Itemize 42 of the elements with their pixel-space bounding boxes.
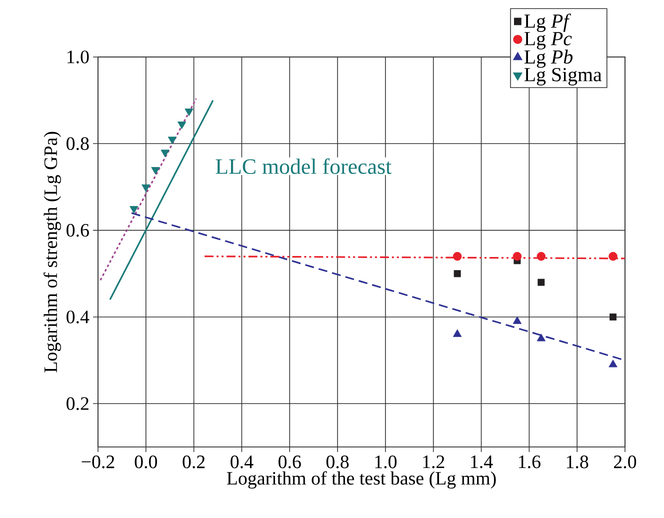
point — [610, 314, 617, 320]
x-tick-label: 1.2 — [423, 455, 444, 468]
point — [160, 150, 170, 158]
y-axis-title: Logarithm of strength (Lg GPa) — [44, 132, 61, 372]
point — [512, 316, 522, 324]
point — [452, 329, 462, 337]
point — [151, 167, 160, 175]
x-tick-label: −0.2 — [82, 455, 114, 468]
y-tick-label: 1.0 — [68, 50, 89, 64]
x-tick-label: 1.4 — [471, 456, 493, 468]
x-tick-label: 1.0 — [375, 455, 397, 468]
x-tick-label: 1.6 — [519, 455, 540, 468]
x-tick-label: 1.8 — [566, 455, 588, 468]
point — [454, 270, 461, 278]
point — [536, 252, 546, 261]
point — [142, 184, 150, 192]
x-axis-title: Logarithm of the test base (Lg mm) — [226, 471, 496, 489]
point — [538, 278, 545, 286]
legend-label: Lg Sigma — [524, 68, 602, 86]
point — [178, 122, 186, 130]
point — [452, 252, 462, 261]
point — [168, 136, 177, 144]
point — [536, 334, 546, 342]
x-tick-label: 0.2 — [182, 455, 205, 468]
legend-label: Lg Pf — [524, 14, 571, 32]
x-tick-label: 0.0 — [134, 455, 158, 468]
x-tick-label: 0.6 — [278, 455, 301, 468]
x-tick-label: 2.0 — [614, 455, 636, 468]
point — [512, 252, 522, 261]
x-tick-label: 0.4 — [230, 455, 254, 468]
x-tick-label: 0.8 — [326, 455, 349, 468]
point — [608, 252, 618, 261]
y-tick-label: 0.8 — [66, 137, 89, 150]
annotation: LLC model forecast — [216, 158, 392, 174]
y-tick-label: 0.2 — [66, 397, 88, 410]
y-tick-label: 0.6 — [66, 224, 89, 237]
legend-label: Lg Pb — [524, 50, 573, 68]
point — [608, 360, 618, 368]
point — [130, 206, 138, 214]
point — [184, 108, 194, 116]
legend-label: Lg Pc — [524, 32, 572, 50]
y-tick-label: 0.4 — [66, 310, 90, 324]
